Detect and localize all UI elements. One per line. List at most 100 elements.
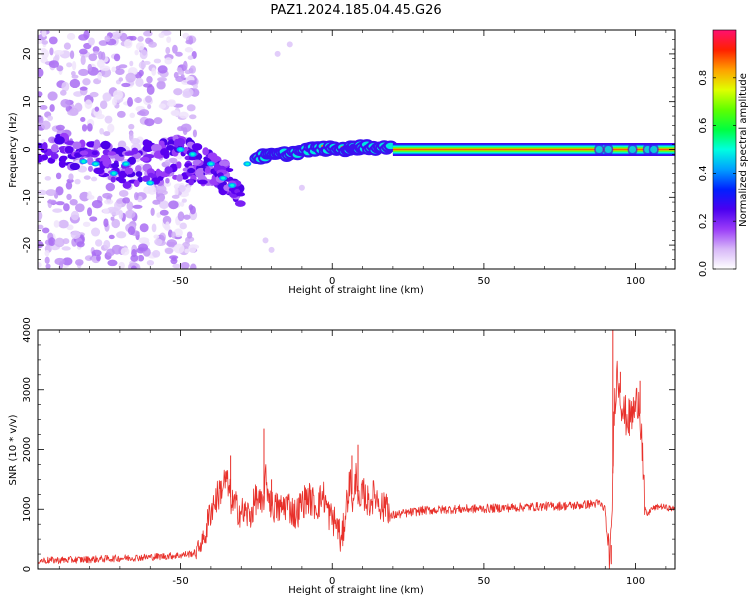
noise-blob xyxy=(87,191,92,199)
noise-blob xyxy=(268,246,275,253)
x-tick-label: 100 xyxy=(626,576,645,587)
y-tick-label: 1000 xyxy=(22,497,33,522)
noise-blob xyxy=(166,36,172,43)
noise-blob xyxy=(53,220,60,228)
noise-blob xyxy=(148,41,157,48)
noise-blob xyxy=(298,184,305,191)
noise-blob xyxy=(48,60,60,69)
noise-blob xyxy=(124,38,133,49)
strong-blob xyxy=(118,177,127,184)
noise-blob xyxy=(78,68,89,77)
noise-blob xyxy=(185,237,191,244)
noise-blob xyxy=(66,193,72,201)
hot-blob xyxy=(230,183,235,187)
strong-blob xyxy=(133,179,140,188)
noise-blob xyxy=(179,222,187,230)
noise-blob xyxy=(179,111,189,119)
noise-blob xyxy=(129,112,136,118)
noise-blob xyxy=(60,98,71,108)
strong-blob xyxy=(38,154,43,163)
strong-blob xyxy=(87,165,94,172)
y-tick-label: 10 xyxy=(22,95,33,108)
colorbar-tick-label: 0.4 xyxy=(698,165,709,181)
noise-blob xyxy=(156,80,166,90)
strong-blob xyxy=(54,135,65,145)
noise-blob xyxy=(135,42,145,51)
noise-blob xyxy=(189,65,197,74)
colorbar: 0.0 0.2 0.4 0.6 0.8 Normalized spectral ampl… xyxy=(698,29,749,277)
noise-blob xyxy=(113,89,124,100)
strong-blob xyxy=(50,144,59,153)
noise-blob xyxy=(189,114,197,120)
strong-blob xyxy=(110,176,116,183)
spectrogram-main-tone xyxy=(249,139,675,165)
noise-blob xyxy=(38,224,44,230)
strong-blob xyxy=(151,143,162,152)
noise-blob xyxy=(66,32,76,41)
noise-blob xyxy=(177,69,185,75)
noise-blob xyxy=(41,227,50,234)
noise-blob xyxy=(185,185,191,193)
noise-blob xyxy=(69,78,81,89)
noise-blob xyxy=(89,216,98,222)
noise-blob xyxy=(75,259,84,266)
strong-blob xyxy=(176,174,184,182)
strong-blob xyxy=(91,150,98,156)
noise-blob xyxy=(70,210,80,221)
noise-blob xyxy=(182,60,188,71)
noise-blob xyxy=(186,231,193,239)
noise-blob xyxy=(171,256,177,262)
strong-blob xyxy=(135,171,143,178)
noise-blob xyxy=(111,66,117,73)
strong-blob xyxy=(166,144,175,151)
tone-bump xyxy=(604,146,612,153)
strong-blob xyxy=(124,167,134,175)
noise-blob xyxy=(154,238,163,246)
noise-blob xyxy=(102,92,112,102)
noise-blob xyxy=(130,137,141,145)
noise-blob xyxy=(126,201,134,211)
noise-blob xyxy=(104,35,111,42)
noise-blob xyxy=(134,97,143,103)
noise-blob xyxy=(63,42,71,50)
strong-blob xyxy=(50,152,59,160)
x-tick-label: -50 xyxy=(172,276,188,287)
x-tick-label: 50 xyxy=(478,276,491,287)
noise-blob xyxy=(146,260,155,266)
noise-blob xyxy=(44,249,50,257)
snr-x-label: Height of straight line (km) xyxy=(288,585,424,596)
noise-blob xyxy=(91,249,102,257)
noise-blob xyxy=(129,60,134,67)
noise-blob xyxy=(184,69,192,75)
strong-blob xyxy=(100,154,106,162)
tone-bump xyxy=(629,146,637,153)
snr-x-axis: -50 0 50 100 xyxy=(58,330,667,587)
noise-blob xyxy=(38,115,44,124)
noise-blob xyxy=(130,265,137,269)
noise-blob xyxy=(118,77,124,82)
strong-blob xyxy=(59,155,68,161)
noise-blob xyxy=(286,41,293,48)
noise-blob xyxy=(102,208,110,214)
noise-blob xyxy=(47,199,57,204)
noise-blob xyxy=(116,231,127,239)
noise-blob xyxy=(143,83,153,88)
noise-blob xyxy=(91,227,101,237)
strong-blob xyxy=(191,143,203,151)
noise-blob xyxy=(136,110,146,116)
noise-blob xyxy=(110,216,115,221)
noise-blob xyxy=(111,244,123,255)
colorbar-tick-label: 0.8 xyxy=(698,70,709,86)
noise-blob xyxy=(147,104,152,110)
noise-blob xyxy=(40,47,47,53)
noise-blob xyxy=(69,50,75,60)
noise-blob xyxy=(180,201,185,207)
noise-blob xyxy=(165,221,170,230)
x-tick-label: 0 xyxy=(329,576,335,587)
spectrogram-x-axis: -50 0 50 100 xyxy=(58,30,667,287)
noise-blob xyxy=(164,247,174,255)
noise-blob xyxy=(118,209,124,220)
noise-blob xyxy=(53,49,65,55)
y-tick-label: 20 xyxy=(22,48,33,61)
strong-blob xyxy=(188,178,195,186)
